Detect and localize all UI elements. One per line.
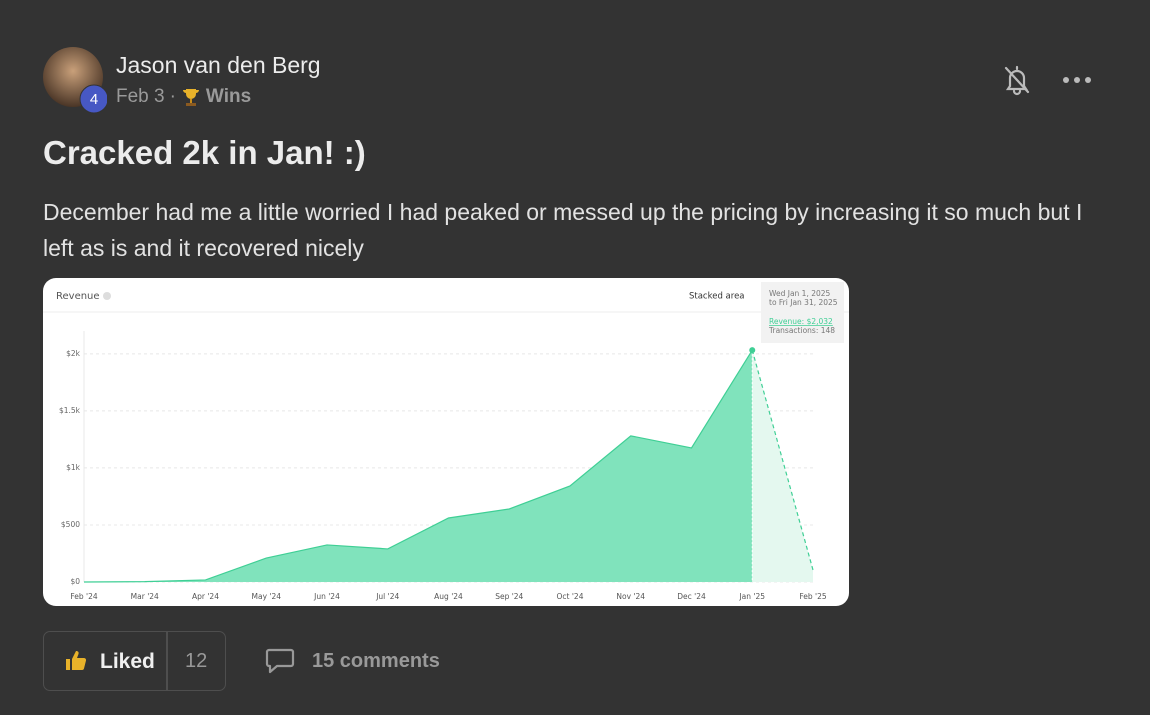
x-tick-label: Oct '24 [557,592,584,601]
y-tick-label: $1.5k [59,406,81,415]
x-tick-label: Nov '24 [616,592,645,601]
avatar[interactable]: 4 [43,47,107,115]
like-button[interactable]: Liked 12 [43,631,226,691]
comment-icon[interactable] [265,648,295,674]
area [84,350,753,582]
y-tick-label: $1k [66,463,81,472]
author[interactable]: Jason van den Berg [116,52,321,78]
x-tick-label: Sep '24 [495,592,523,601]
trophy-icon [182,89,199,106]
x-tick-label: Dec '24 [677,592,706,601]
like-icon [66,651,87,671]
notification-icon[interactable] [1002,64,1032,96]
x-tick-label: Mar '24 [131,592,159,601]
projection-line [751,350,814,571]
x-tick-label: Feb '24 [70,592,97,601]
level-badge: 4 [90,91,98,108]
chart-title: Revenue [56,291,100,302]
meta: Feb 3 · Wins [116,86,251,108]
tooltip-end: to Fri Jan 31, 2025 [769,298,838,307]
area-line [83,349,753,583]
mode-selector[interactable]: Stacked area [689,292,745,302]
post-title: Cracked 2k in Jan! :) [43,134,366,171]
x-tick-label: Apr '24 [192,592,219,601]
x-tick-label: Aug '24 [434,592,463,601]
category[interactable]: Wins [205,86,252,107]
tooltip-transactions: Transactions: 148 [768,326,835,335]
like-label: Liked [100,650,155,673]
comments-link[interactable]: 15 comments [312,650,440,672]
y-tick-label: $500 [61,520,80,529]
x-tick-label: Feb '25 [799,592,826,601]
x-tick-label: May '24 [252,592,282,601]
x-tick-label: Jul '24 [375,592,399,601]
tooltip-start: Wed Jan 1, 2025 [769,289,831,298]
more-icon[interactable] [1062,74,1092,86]
y-tick-label: $0 [70,577,80,586]
separator: · [169,86,176,107]
tooltip-revenue: Revenue: $2,032 [769,317,833,326]
projection-area [752,350,813,582]
highlight-point [749,347,756,354]
post-body: December had me a little worried I had p… [43,199,1083,261]
x-tick-label: Jun '24 [313,592,340,601]
date: Feb 3 [116,86,165,107]
like-count: 12 [185,650,208,672]
chart-image[interactable]: Revenue Stacked area Wed Jan 1, 2025 to … [43,278,849,606]
y-tick-label: $2k [66,349,81,358]
x-tick-label: Jan '25 [738,592,765,601]
